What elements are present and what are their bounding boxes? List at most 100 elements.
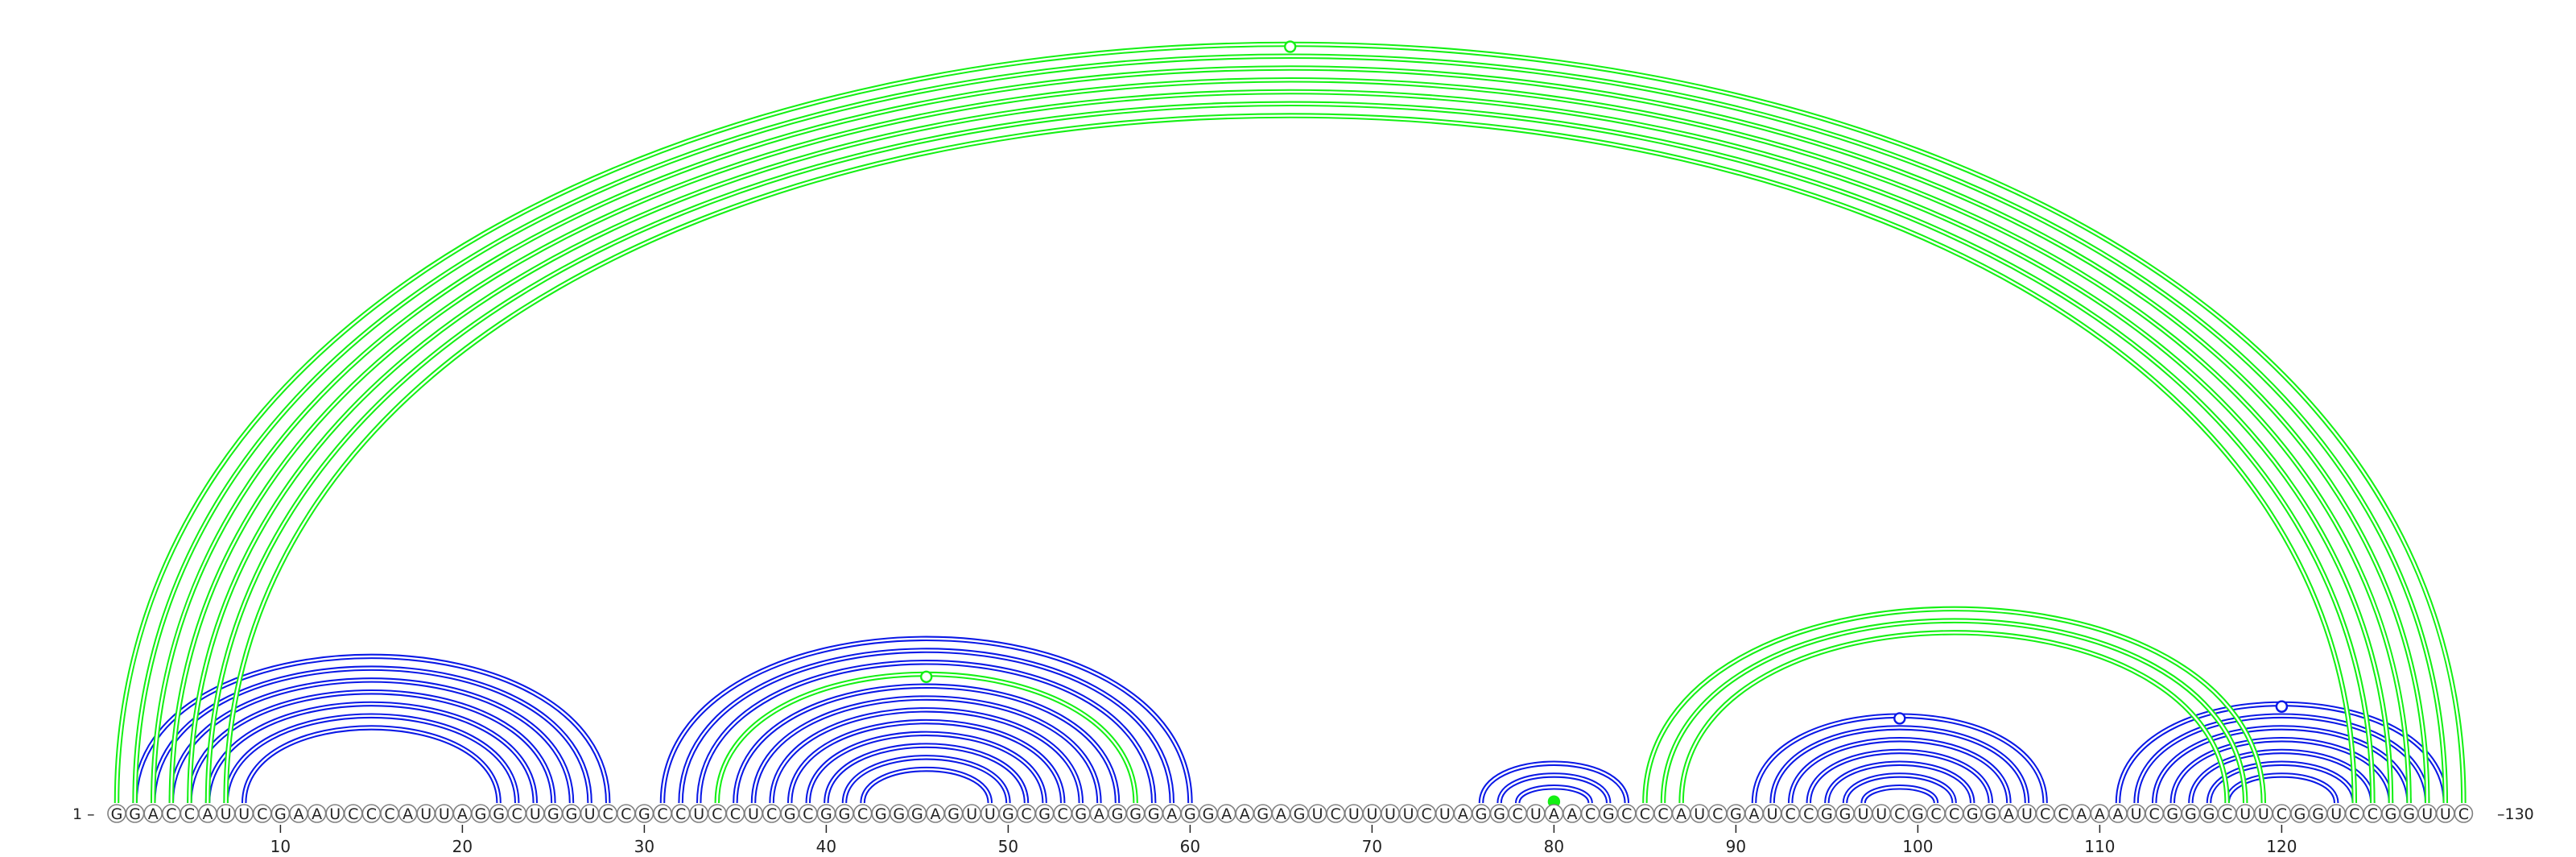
nucleotide: U — [1526, 804, 1546, 823]
nucleotide-letter: A — [1094, 805, 1104, 823]
nucleotide: G — [2381, 804, 2401, 823]
arcs-layer — [114, 40, 2467, 808]
nucleotide: A — [452, 804, 473, 823]
nucleotide-letter: C — [348, 805, 358, 823]
nucleotide: C — [2054, 804, 2073, 823]
blue-base-pair-arc — [241, 725, 502, 804]
nucleotide: G — [890, 804, 909, 823]
nucleotide-letter: A — [2004, 805, 2014, 823]
nucleotide: G — [125, 804, 145, 823]
nucleotide: U — [980, 804, 1000, 823]
nucleotide-letter: C — [1058, 805, 1068, 823]
tick-label: 120 — [2266, 837, 2297, 856]
nucleotide-letter: G — [1075, 805, 1087, 823]
blue-base-pair-arc — [750, 695, 1102, 804]
nucleotide-letter: C — [257, 805, 267, 823]
blue-base-pair-arc — [1842, 772, 1957, 804]
nucleotide-letter: C — [512, 805, 522, 823]
nucleotide: A — [1271, 804, 1291, 823]
nucleotide-letter: G — [911, 805, 923, 823]
nucleotide: G — [107, 804, 126, 823]
tick-label: 30 — [634, 837, 654, 856]
blue-base-pair-arc — [2133, 713, 2430, 804]
nucleotide: G — [489, 804, 509, 823]
nucleotide: A — [1563, 804, 1582, 823]
nucleotide-letter: C — [2040, 805, 2050, 823]
end-label: –130 — [2497, 805, 2534, 823]
nucleotide: U — [2235, 804, 2255, 823]
nucleotide: C — [616, 804, 636, 823]
nucleotide: G — [1253, 804, 1273, 823]
nucleotide: C — [1508, 804, 1527, 823]
tick-label: 80 — [1544, 837, 1564, 856]
nucleotide-letter: U — [1385, 805, 1396, 823]
nucleotide-letter: C — [2368, 805, 2378, 823]
nucleotide-letter: A — [457, 805, 468, 823]
nucleotide-letter: G — [1476, 805, 1488, 823]
nucleotide-letter: G — [2166, 805, 2178, 823]
blue-base-pair-arc — [1806, 748, 1994, 804]
nucleotide-letter: A — [203, 805, 213, 823]
nucleotide: U — [1362, 804, 1382, 823]
nucleotide: C — [380, 804, 399, 823]
nucleotide: U — [2326, 804, 2346, 823]
nucleotide-letter: C — [1949, 805, 1959, 823]
nucleotide: U — [416, 804, 436, 823]
green-base-pair-arc — [150, 65, 2430, 804]
nucleotide: G — [998, 804, 1018, 823]
nucleotide-letter: G — [1493, 805, 1505, 823]
nucleotide-letter: G — [129, 805, 141, 823]
nucleotide-letter: G — [1112, 805, 1124, 823]
green-arc-marker — [919, 670, 933, 683]
nucleotide: G — [1144, 804, 1163, 823]
green-base-pair-arc — [223, 113, 2358, 804]
nucleotide-letter: U — [693, 805, 704, 823]
blue-base-pair-arc — [786, 718, 1066, 804]
nucleotide: C — [653, 804, 672, 823]
nucleotide-letter: G — [1294, 805, 1306, 823]
nucleotide-letter: G — [493, 805, 505, 823]
nucleotide: A — [198, 804, 217, 823]
nucleotide-letter: U — [1767, 805, 1778, 823]
blue-base-pair-arc — [841, 755, 1011, 804]
nucleotide-letter: G — [111, 805, 123, 823]
nucleotide-letter: U — [2240, 805, 2251, 823]
nucleotide-letter: C — [366, 805, 377, 823]
axis-tick: 50 — [998, 825, 1018, 856]
nucleotide-letter: G — [2312, 805, 2324, 823]
nucleotide-letter: G — [875, 805, 887, 823]
nucleotide-letter: C — [1712, 805, 1723, 823]
nucleotide-letter: G — [947, 805, 960, 823]
blue-base-pair-arc — [2169, 736, 2394, 804]
nucleotide: G — [907, 804, 927, 823]
nucleotide-letter: G — [1203, 805, 1215, 823]
nucleotide-letter: C — [384, 805, 394, 823]
nucleotide-letter: U — [1348, 805, 1360, 823]
tick-label: 40 — [816, 837, 836, 856]
nucleotide: C — [2272, 804, 2292, 823]
blue-base-pair-arc — [2224, 772, 2339, 804]
nucleotide: C — [852, 804, 873, 823]
nucleotide-letter: U — [1876, 805, 1887, 823]
nucleotide: G — [780, 804, 800, 823]
nucleotide-letter: A — [1567, 805, 1578, 823]
nucleotide-letter: U — [1694, 805, 1705, 823]
blue-base-pair-arc — [696, 660, 1157, 804]
nucleotide: G — [943, 804, 964, 823]
nucleotide-letter: U — [439, 805, 450, 823]
start-label: 1 – — [72, 805, 95, 823]
axis-tick: 110 — [2084, 825, 2115, 856]
nucleotide-letter: U — [1403, 805, 1414, 823]
green-base-pair-arc — [1642, 606, 2267, 804]
nucleotide-letter: A — [1221, 805, 1232, 823]
nucleotide: A — [398, 804, 418, 823]
nucleotide-letter: G — [820, 805, 832, 823]
nucleotide: G — [1125, 804, 1146, 823]
nucleotide-letter: C — [1331, 805, 1341, 823]
blue-base-pair-arc — [1496, 772, 1612, 804]
tick-label: 110 — [2084, 837, 2115, 856]
blue-base-pair-arc — [223, 713, 520, 804]
nucleotide-letter: U — [221, 805, 232, 823]
axis-tick: 40 — [816, 825, 836, 856]
nucleotide: G — [2399, 804, 2419, 823]
